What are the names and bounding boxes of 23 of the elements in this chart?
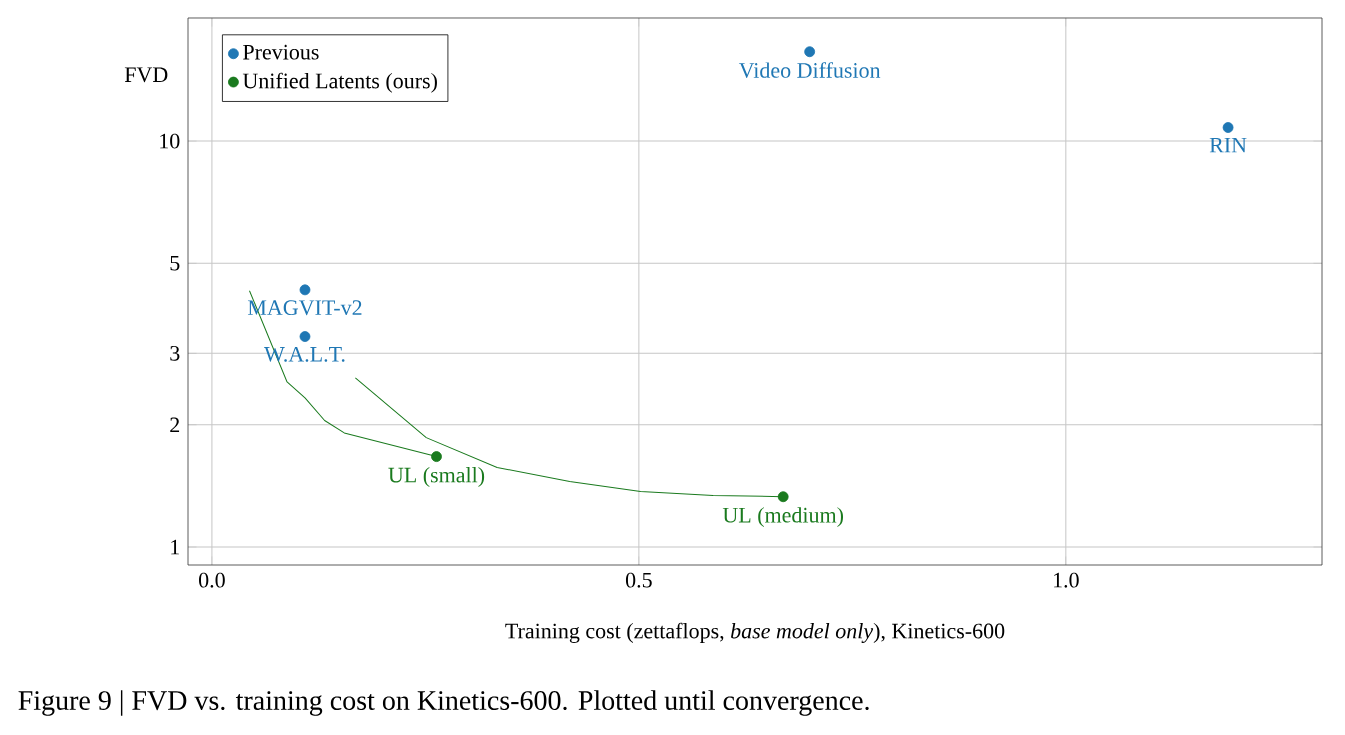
y-tick-label: 3 <box>170 345 180 361</box>
point <box>1222 122 1234 133</box>
y-axis-title: FVD <box>124 67 168 83</box>
y-tick-label: 1 <box>171 539 179 555</box>
annotation: UL (medium) <box>722 507 844 528</box>
annotation: Video Diffusion <box>738 62 881 78</box>
annotation: UL (small) <box>388 467 485 487</box>
legend-label: Unified Latents (ours) <box>242 72 437 93</box>
y-tick-label: 10 <box>160 133 180 149</box>
point <box>299 284 311 296</box>
point <box>804 46 816 58</box>
x-tick-label: 0.5 <box>625 572 652 588</box>
legend-label: Previous <box>243 44 319 60</box>
annotation: RIN <box>1209 137 1247 153</box>
y-tick-label: 5 <box>170 255 180 271</box>
y-tick-label: 2 <box>170 417 180 433</box>
point <box>299 331 311 342</box>
x-tick-label: 1.0 <box>1054 572 1079 588</box>
x-tick-label: 0.0 <box>199 572 225 588</box>
point <box>431 451 442 462</box>
caption: Figure 9 | FVD vs. training cost on Kinetics-600. Plotted until convergence. <box>18 690 869 716</box>
point <box>777 491 789 503</box>
x-axis-title: Training cost (zettaflops, base model only), Kinetics-600 <box>505 622 1005 643</box>
